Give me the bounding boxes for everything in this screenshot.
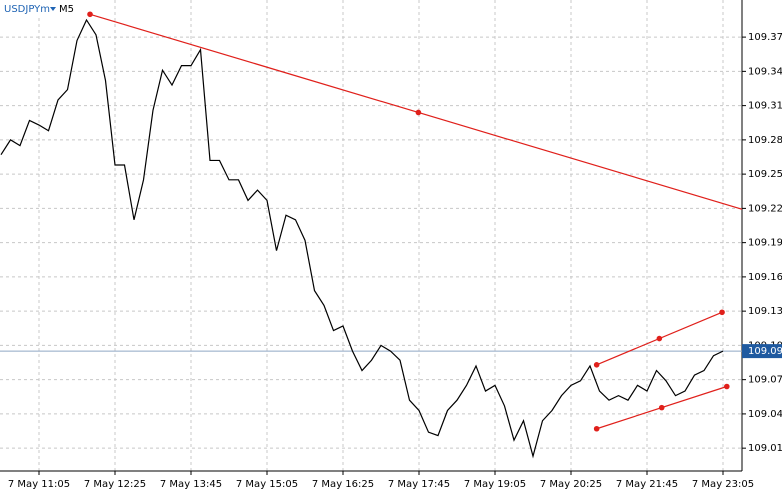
price-line (0, 18, 724, 459)
trend-midpoint (658, 404, 665, 411)
x-tick-label: 7 May 13:45 (160, 479, 222, 490)
y-tick-label: 109.250 (748, 169, 782, 180)
current-price-box (742, 344, 782, 359)
grid (0, 0, 742, 471)
trend-anchor (593, 425, 600, 432)
x-tick-label: 7 May 20:25 (540, 479, 602, 490)
x-tick-label: 7 May 11:05 (8, 479, 70, 490)
y-tick-label: 109.010 (748, 443, 782, 454)
y-tick-label: 109.070 (748, 375, 782, 386)
y-tick-label: 109.370 (748, 32, 782, 43)
x-tick-label: 7 May 23:05 (692, 479, 754, 490)
trend-midpoint (415, 109, 422, 116)
x-tick-label: 7 May 16:25 (312, 479, 374, 490)
x-tick-label: 7 May 17:45 (388, 479, 450, 490)
y-tick-label: 109.190 (748, 238, 782, 249)
trend-anchor (724, 383, 730, 390)
x-tick-label: 7 May 21:45 (616, 479, 678, 490)
dropdown-icon[interactable] (50, 7, 56, 11)
x-tick-label: 7 May 19:05 (464, 479, 526, 490)
plot-area (0, 11, 742, 459)
symbol-box (0, 0, 78, 16)
current-price-label: 109.095 (748, 346, 782, 357)
y-tick-label: 109.310 (748, 101, 782, 112)
y-tick-label: 109.160 (748, 272, 782, 283)
y-tick-label: 109.220 (748, 203, 782, 214)
trend-anchor (719, 309, 725, 316)
y-tick-label: 109.280 (748, 135, 782, 146)
trend-anchor (87, 11, 93, 18)
trend-anchor (593, 362, 600, 368)
y-tick-label: 109.340 (748, 66, 782, 77)
x-tick-label: 7 May 12:25 (84, 479, 146, 490)
y-tick-label: 109.040 (748, 409, 782, 420)
timeframe[interactable]: M5 (59, 4, 74, 15)
trend-midpoint (656, 335, 663, 342)
y-tick-label: 109.130 (748, 306, 782, 317)
symbol[interactable]: USDJPYm (4, 4, 50, 15)
x-tick-label: 7 May 15:05 (236, 479, 298, 490)
